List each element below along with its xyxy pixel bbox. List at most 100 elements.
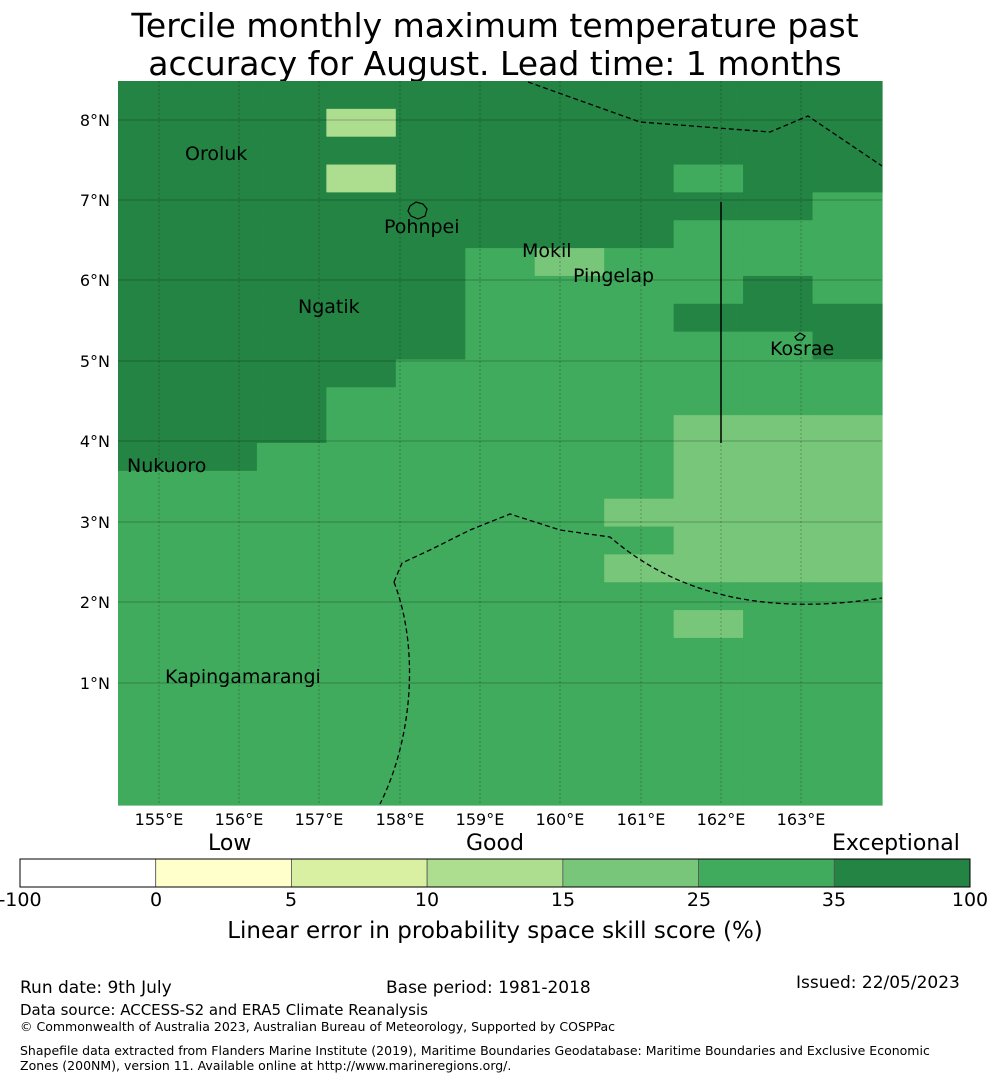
lat-label-8n: 8°N bbox=[79, 111, 110, 130]
grid-cell bbox=[326, 192, 397, 221]
grid-cell bbox=[465, 331, 536, 361]
grid-cell bbox=[465, 136, 536, 166]
grid-cell bbox=[673, 359, 744, 388]
cbar-tick-minus100: -100 bbox=[0, 889, 42, 911]
grid-cell bbox=[673, 192, 744, 221]
grid-cell bbox=[743, 498, 814, 528]
grid-cell bbox=[395, 415, 466, 444]
grid-cell bbox=[673, 693, 744, 723]
grid-cell bbox=[118, 498, 189, 528]
grid-cell bbox=[465, 749, 536, 778]
grid-cell bbox=[187, 331, 258, 361]
grid-cell bbox=[118, 164, 189, 193]
grid-cell bbox=[604, 582, 675, 611]
cbar-tick-25: 25 bbox=[686, 889, 712, 911]
grid-cell bbox=[534, 220, 605, 249]
grid-cell bbox=[395, 610, 466, 639]
grid-cell bbox=[326, 164, 397, 193]
grid-cell bbox=[395, 665, 466, 695]
grid-cell bbox=[604, 303, 675, 333]
grid-cell bbox=[604, 665, 675, 695]
place-kosrae: Kosrae bbox=[770, 338, 835, 360]
grid-cell bbox=[118, 136, 189, 166]
grid-cell bbox=[604, 526, 675, 555]
grid-cell bbox=[812, 498, 883, 528]
grid-cell bbox=[187, 721, 258, 750]
grid-cell bbox=[534, 192, 605, 221]
grid-cell bbox=[256, 275, 327, 305]
grid-cell bbox=[743, 554, 814, 583]
grid-cell bbox=[395, 81, 466, 110]
grid-cell bbox=[187, 749, 258, 778]
grid-cell bbox=[812, 331, 883, 361]
grid-cell bbox=[743, 275, 814, 305]
grid-cell bbox=[256, 470, 327, 500]
grid-cell bbox=[187, 470, 258, 500]
grid-cell bbox=[465, 526, 536, 555]
grid-cell bbox=[743, 81, 814, 110]
grid-cell bbox=[187, 777, 258, 806]
grid-cell bbox=[604, 470, 675, 500]
grid-cell bbox=[395, 721, 466, 750]
grid-cell bbox=[673, 777, 744, 806]
grid-cell bbox=[326, 248, 397, 277]
grid-cell bbox=[534, 554, 605, 583]
grid-cell bbox=[604, 275, 675, 305]
grid-cell bbox=[465, 582, 536, 611]
grid-cell bbox=[118, 359, 189, 388]
grid-cell bbox=[534, 693, 605, 723]
lon-label-159e: 159°E bbox=[455, 810, 505, 829]
place-ngatik: Ngatik bbox=[298, 296, 360, 318]
grid-cell bbox=[256, 164, 327, 193]
grid-cell bbox=[604, 554, 675, 583]
grid-cell bbox=[743, 108, 814, 138]
grid-cell bbox=[187, 248, 258, 277]
grid-cell bbox=[743, 443, 814, 472]
grid-cell bbox=[256, 665, 327, 695]
eez-boundaries bbox=[379, 81, 883, 805]
grid-cell bbox=[604, 777, 675, 806]
grid-cell bbox=[326, 554, 397, 583]
grid-cell bbox=[673, 220, 744, 249]
grid-cell bbox=[256, 192, 327, 221]
grid-cell bbox=[812, 81, 883, 110]
grid-cell bbox=[812, 554, 883, 583]
grid-cell bbox=[673, 415, 744, 444]
grid-cell bbox=[326, 637, 397, 667]
grid-cell bbox=[395, 248, 466, 277]
grid-cell bbox=[534, 303, 605, 333]
grid-cell bbox=[326, 665, 397, 695]
grid-cell bbox=[326, 443, 397, 472]
place-nukuoro: Nukuoro bbox=[127, 455, 207, 477]
grid-cell bbox=[326, 610, 397, 639]
grid-cell bbox=[534, 136, 605, 166]
grid-cell bbox=[743, 248, 814, 277]
grid-cell bbox=[118, 303, 189, 333]
grid-cell bbox=[395, 777, 466, 806]
grid-cell bbox=[465, 498, 536, 528]
grid-cell bbox=[743, 526, 814, 555]
grid-cell bbox=[604, 387, 675, 416]
grid-cell bbox=[256, 108, 327, 138]
grid-cell bbox=[465, 777, 536, 806]
grid-cell bbox=[118, 526, 189, 555]
grid-cell bbox=[256, 554, 327, 583]
grid-cell bbox=[534, 248, 605, 277]
issued-date: Issued: 22/05/2023 bbox=[796, 973, 960, 993]
grid-cell bbox=[395, 303, 466, 333]
colorbar-segment bbox=[833, 858, 971, 888]
grid-cell bbox=[118, 665, 189, 695]
eez-boundary-south-west bbox=[379, 581, 411, 805]
grid-cell bbox=[118, 108, 189, 138]
lat-label-1n: 1°N bbox=[79, 674, 110, 693]
grid-cell bbox=[395, 498, 466, 528]
data-source: Data source: ACCESS-S2 and ERA5 Climate … bbox=[20, 1001, 428, 1019]
grid-cell bbox=[743, 749, 814, 778]
grid-cell bbox=[326, 498, 397, 528]
grid-cell bbox=[465, 81, 536, 110]
grid-cell bbox=[534, 415, 605, 444]
grid-cell bbox=[326, 331, 397, 361]
grid-cell bbox=[604, 136, 675, 166]
grid-cell bbox=[187, 665, 258, 695]
